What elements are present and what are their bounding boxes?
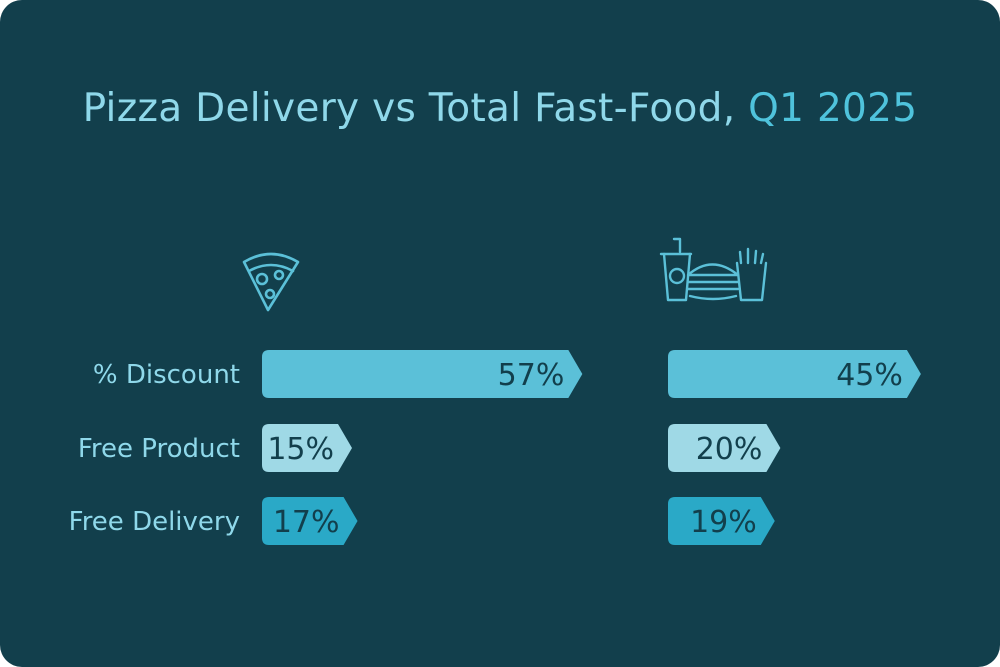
category-label: % Discount (93, 360, 240, 390)
chart-title: Pizza Delivery vs Total Fast-Food, Q1 20… (0, 86, 1000, 131)
bar-mark (668, 424, 781, 472)
data-label: 57% (498, 358, 565, 393)
data-label: 19% (690, 505, 757, 540)
category-label: Free Delivery (69, 507, 240, 537)
category-label: Free Product (78, 434, 240, 464)
bar-mark (262, 497, 358, 545)
pizza-slice-icon (242, 252, 300, 312)
bar-mark (668, 350, 921, 398)
data-label: 45% (836, 358, 903, 393)
data-label: 15% (267, 432, 334, 467)
bar-mark (668, 497, 775, 545)
bar-mark (262, 350, 583, 398)
data-label: 17% (273, 505, 340, 540)
data-label: 20% (696, 432, 763, 467)
title-highlight: Q1 2025 (748, 86, 918, 131)
fast-food-icon (659, 237, 768, 302)
title-main: Pizza Delivery vs Total Fast-Food, (82, 86, 749, 131)
bar-mark (262, 424, 352, 472)
